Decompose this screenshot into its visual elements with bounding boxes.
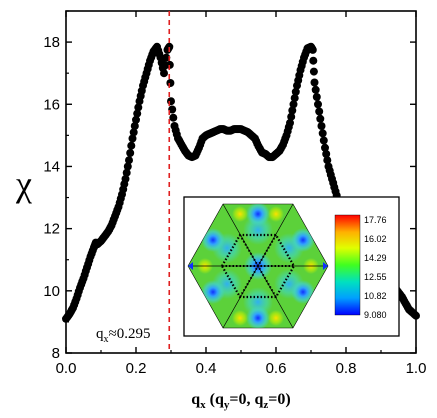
colorbar-label-3: 12.55 [364, 272, 387, 282]
data-point [286, 118, 294, 127]
data-point [316, 114, 325, 123]
data-point [127, 141, 136, 150]
data-point [126, 149, 135, 157]
colorbar-label-4: 10.82 [364, 291, 387, 301]
x-tick-label: 0.6 [266, 360, 287, 377]
colorbar: 17.76 16.02 14.29 12.55 10.82 9.080 [334, 214, 387, 320]
brillouin-zone-map [187, 203, 329, 329]
data-point [291, 87, 300, 96]
data-point [314, 100, 322, 109]
data-point [310, 78, 319, 87]
axis-ticks: 0.0 0.2 0.4 0.6 0.8 1.0 8 10 12 14 16 18 [43, 10, 427, 377]
data-point [290, 94, 299, 103]
x-axis-label: qx (qy=0, qz=0) [191, 391, 291, 411]
x-tick-label: 0.8 [336, 360, 357, 377]
data-point [122, 168, 131, 177]
colorbar-label-1: 16.02 [364, 234, 387, 244]
data-point [165, 60, 174, 69]
data-point [160, 69, 168, 78]
data-point [125, 156, 133, 165]
data-point [308, 45, 317, 54]
data-point [121, 174, 130, 183]
data-point [311, 85, 320, 94]
inset-panel: 17.76 16.02 14.29 12.55 10.82 9.080 [183, 196, 400, 337]
data-point [128, 134, 137, 143]
data-point [289, 100, 298, 109]
data-series [62, 42, 420, 323]
data-point [167, 97, 175, 106]
y-tick-label: 8 [52, 345, 60, 362]
data-point [323, 156, 332, 165]
data-point [134, 103, 143, 112]
data-point [123, 162, 132, 171]
y-tick-label: 18 [43, 34, 60, 51]
data-point [287, 112, 296, 121]
x-tick-label: 1.0 [406, 360, 427, 377]
annotation-label: qx≈0.295 [96, 326, 150, 345]
data-point [165, 42, 174, 51]
x-tick-label: 0.2 [126, 360, 147, 377]
data-point [412, 311, 420, 320]
x-tick-label: 0.0 [56, 360, 77, 377]
x-tick-label: 0.4 [196, 360, 217, 377]
y-tick-label: 14 [43, 158, 60, 175]
data-point [309, 67, 318, 76]
data-point [317, 122, 326, 130]
data-point [288, 106, 297, 115]
y-tick-label: 10 [43, 283, 60, 300]
data-point [322, 150, 331, 158]
data-point [129, 128, 138, 137]
data-point [319, 136, 328, 145]
colorbar-label-0: 17.76 [364, 215, 387, 225]
data-point [130, 122, 139, 130]
data-point [309, 56, 318, 65]
data-point [168, 105, 177, 114]
data-point [169, 113, 178, 122]
y-tick-label: 16 [43, 96, 60, 113]
y-axis-label: χ [15, 164, 32, 204]
data-point [312, 93, 321, 101]
data-point [162, 53, 171, 62]
data-point [133, 109, 142, 118]
data-point [315, 107, 324, 116]
colorbar-label-5: 9.080 [364, 310, 387, 320]
y-tick-label: 12 [43, 221, 60, 238]
data-point [132, 115, 140, 124]
data-point [321, 143, 329, 152]
data-point [166, 79, 175, 87]
colorbar-label-2: 14.29 [364, 253, 387, 263]
colorbar-gradient [334, 214, 361, 316]
data-point [318, 129, 327, 138]
